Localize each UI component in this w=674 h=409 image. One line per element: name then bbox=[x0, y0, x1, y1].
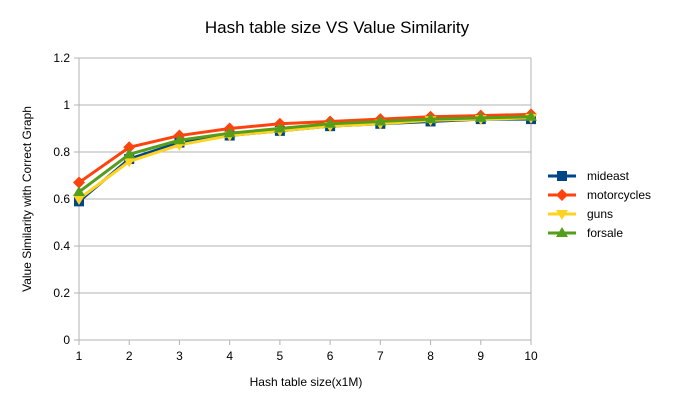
legend-marker-mideast bbox=[557, 171, 567, 181]
data-point-forsale-9 bbox=[474, 111, 487, 122]
x-tick-label-4: 5 bbox=[277, 349, 284, 363]
series-line-guns bbox=[78, 116, 532, 201]
data-point-forsale-5 bbox=[273, 122, 286, 133]
legend: mideast motorcycles guns forsale bbox=[548, 169, 651, 240]
series-line-motorcycles bbox=[78, 112, 532, 184]
legend-label-guns: guns bbox=[587, 207, 613, 221]
legend-item-mideast: mideast bbox=[548, 169, 630, 183]
x-tick-label-1: 2 bbox=[126, 349, 133, 363]
y-tick-label-4: 0.8 bbox=[53, 145, 70, 159]
y-tick-label-6: 1.2 bbox=[53, 51, 70, 65]
data-point-forsale-2 bbox=[123, 148, 136, 159]
legend-marker-guns bbox=[556, 210, 568, 220]
y-axis-label: Value Similarity with Correct Graph bbox=[20, 106, 34, 292]
y-tick-label-0: 0 bbox=[63, 333, 70, 347]
data-point-forsale-10 bbox=[525, 110, 537, 121]
legend-marker-forsale bbox=[556, 227, 568, 237]
y-tick-label-2: 0.4 bbox=[53, 239, 70, 253]
data-point-forsale-1 bbox=[73, 185, 85, 196]
y-tick-label-1: 0.2 bbox=[53, 286, 70, 300]
gridlines bbox=[79, 57, 531, 341]
x-tick-label-5: 6 bbox=[327, 349, 334, 363]
data-point-forsale-7 bbox=[374, 115, 387, 126]
x-tick-label-3: 4 bbox=[226, 349, 233, 363]
legend-label-motorcycles: motorcycles bbox=[587, 188, 651, 202]
series-forsale bbox=[73, 110, 537, 196]
x-tick-label-0: 1 bbox=[76, 349, 83, 363]
data-point-guns-1 bbox=[73, 195, 85, 205]
data-point-motorcycles-2 bbox=[123, 141, 136, 154]
x-tick-label-9: 10 bbox=[524, 349, 538, 363]
legend-label-forsale: forsale bbox=[587, 226, 623, 240]
x-tick-label-8: 9 bbox=[477, 349, 484, 363]
data-point-forsale-4 bbox=[223, 127, 236, 138]
x-axis-label: Hash table size(x1M) bbox=[250, 375, 363, 389]
x-tick-label-7: 8 bbox=[427, 349, 434, 363]
y-tick-label-3: 0.6 bbox=[53, 192, 70, 206]
y-axis-ticks: 0 0.2 0.4 0.6 0.8 1 1.2 bbox=[53, 51, 79, 347]
legend-label-mideast: mideast bbox=[587, 169, 630, 183]
y-tick-label-5: 1 bbox=[63, 98, 70, 112]
series-line-forsale bbox=[78, 115, 532, 194]
x-tick-label-6: 7 bbox=[377, 349, 384, 363]
data-point-forsale-6 bbox=[324, 117, 337, 128]
series-line-mideast bbox=[78, 117, 531, 203]
data-point-motorcycles-1 bbox=[73, 176, 85, 189]
x-tick-label-2: 3 bbox=[176, 349, 183, 363]
series-group bbox=[73, 108, 537, 207]
legend-item-guns: guns bbox=[548, 207, 613, 221]
legend-marker-motorcycles bbox=[556, 189, 568, 201]
data-point-forsale-8 bbox=[424, 113, 437, 124]
x-axis-ticks: 1 2 3 4 5 6 7 8 9 10 bbox=[76, 340, 538, 363]
data-point-guns-2 bbox=[123, 157, 136, 168]
chart-title: Hash table size VS Value Similarity bbox=[205, 18, 470, 37]
legend-item-motorcycles: motorcycles bbox=[548, 188, 651, 202]
legend-item-forsale: forsale bbox=[548, 226, 623, 240]
data-point-forsale-3 bbox=[173, 134, 186, 145]
